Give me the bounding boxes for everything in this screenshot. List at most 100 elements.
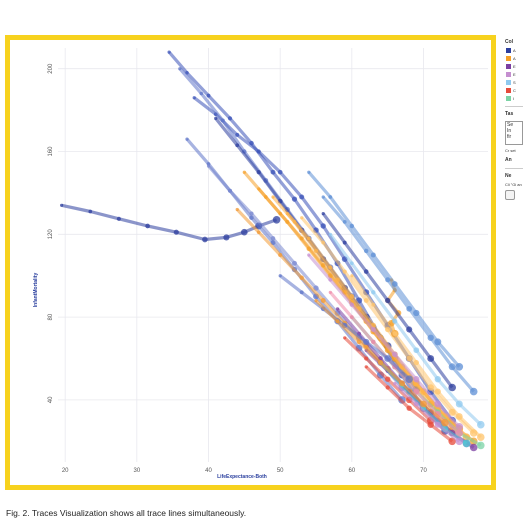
trace-point <box>448 383 457 392</box>
trace-point <box>271 195 275 199</box>
color-swatch-row[interactable]: E <box>505 61 523 69</box>
trace-point <box>427 334 434 341</box>
trace-point <box>455 413 463 420</box>
task-box[interactable]: Se In fir <box>505 121 523 145</box>
color-swatch-label: A <box>513 48 516 53</box>
trace-point <box>413 388 420 395</box>
chart-grid <box>58 48 488 462</box>
trace-point <box>328 232 332 236</box>
task-box-line: fir <box>507 134 512 140</box>
y-tick-label: 160 <box>48 146 54 157</box>
trace-point <box>214 116 218 120</box>
trace-point <box>342 240 347 245</box>
trace-point <box>370 326 376 333</box>
trace-line <box>393 382 461 443</box>
trace-point <box>448 363 456 371</box>
trace-point <box>413 347 420 354</box>
trace-point <box>455 437 464 446</box>
next-button[interactable] <box>505 190 515 200</box>
traces-chart: 20 30 40 50 60 70 40 80 120 160 200 LifeExpectance… <box>10 40 491 485</box>
trace-series <box>393 381 464 446</box>
trace-point <box>328 195 333 199</box>
trace-point <box>321 212 325 216</box>
trace-point <box>256 149 261 154</box>
trace-point <box>427 355 435 362</box>
y-tick-label: 80 <box>48 313 54 320</box>
x-tick-label: 30 <box>133 468 140 474</box>
x-tick-label: 50 <box>277 468 284 474</box>
trace-point <box>349 315 354 320</box>
trace-point <box>349 302 355 307</box>
trace-point <box>335 307 340 311</box>
trace-point <box>406 405 412 411</box>
trace-point <box>320 298 326 303</box>
trace-point <box>278 211 283 216</box>
color-swatch-label: S <box>513 80 516 85</box>
trace-point <box>60 203 64 207</box>
x-tick-label: 70 <box>420 468 427 474</box>
color-swatch <box>506 48 511 53</box>
y-tick-label: 120 <box>48 229 54 240</box>
trace-point <box>145 223 150 229</box>
trace-point <box>455 423 464 431</box>
trace-point <box>277 169 283 175</box>
x-axis-title: LifeExpectance-Both <box>217 474 267 480</box>
trace-point <box>307 253 311 257</box>
next-text: Cli "Gi an <box>505 182 522 187</box>
trace-point <box>199 91 204 96</box>
color-swatch <box>506 56 511 61</box>
trace-point <box>299 236 304 241</box>
trace-point <box>350 274 354 278</box>
trace-point <box>477 441 485 450</box>
trace-point <box>242 170 246 174</box>
trace-point <box>413 376 420 383</box>
chart-frame: 20 30 40 50 60 70 40 80 120 160 200 LifeExpectance… <box>5 35 496 490</box>
trace-point <box>384 355 392 362</box>
trace-point <box>363 248 369 254</box>
task-answer-label: An <box>505 157 512 163</box>
trace-point <box>256 170 261 175</box>
trace-point <box>469 443 478 452</box>
trace-point <box>391 351 398 358</box>
trace-point <box>434 388 441 395</box>
trace-point <box>116 216 121 221</box>
color-panel-title: Col <box>505 39 514 45</box>
trace-point <box>173 229 179 235</box>
trace-point <box>371 290 376 295</box>
color-swatch-row[interactable]: C <box>505 85 523 93</box>
trace-point <box>343 336 347 340</box>
trace-point <box>249 211 254 216</box>
trace-point <box>206 93 211 98</box>
color-swatch-row[interactable]: E <box>505 69 523 77</box>
color-swatch-row[interactable]: I <box>505 93 523 101</box>
trace-point <box>335 319 340 324</box>
x-tick-label: 60 <box>348 468 355 474</box>
trace-point <box>88 209 93 214</box>
color-swatch-row[interactable]: S <box>505 77 523 85</box>
x-tick-label: 40 <box>205 468 212 474</box>
trace-point <box>469 387 478 396</box>
trace-point <box>448 437 457 446</box>
color-swatch-label: E <box>513 64 516 69</box>
color-swatch-row[interactable]: A <box>505 53 523 61</box>
trace-point <box>227 116 233 121</box>
trace-point <box>413 401 419 407</box>
trace-point <box>371 302 376 307</box>
trace-line <box>321 195 475 393</box>
trace-point <box>256 230 261 235</box>
color-swatch-label: A <box>513 56 516 61</box>
color-swatch-row[interactable]: A <box>505 45 523 53</box>
trace-point <box>299 290 304 295</box>
trace-series <box>278 274 414 384</box>
trace-point <box>306 236 311 241</box>
trace-point <box>228 188 232 193</box>
trace-point <box>206 164 211 168</box>
trace-series <box>350 274 485 442</box>
trace-point <box>385 277 391 283</box>
trace-point <box>349 293 355 299</box>
series-layer <box>60 50 485 452</box>
trace-point <box>235 132 240 137</box>
trace-point <box>220 118 225 123</box>
figure-caption: Fig. 2. Traces Visualization shows all t… <box>6 508 247 518</box>
